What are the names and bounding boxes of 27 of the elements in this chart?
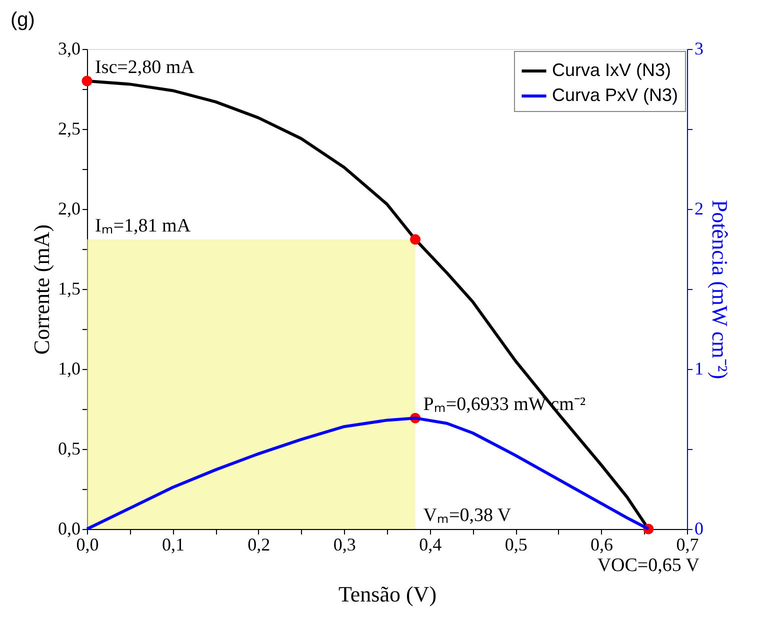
x-tick-label: 0,1 [162, 534, 184, 554]
point [82, 76, 92, 86]
legend-label: Curva IxV (N3) [552, 60, 672, 80]
annotation: VOC=0,65 V [597, 555, 700, 576]
y-tick-label: 1,5 [58, 278, 80, 298]
y-axis-title: Corrente (mA) [29, 224, 54, 355]
y-tick-label: 0,5 [58, 438, 80, 458]
x-tick-label: 0,2 [248, 534, 270, 554]
x-tick-label: 0,6 [590, 534, 614, 554]
y-tick-label: 1,0 [58, 358, 80, 378]
x-axis-title: Tensão (V) [338, 582, 437, 606]
y-tick-label: 2,0 [58, 198, 80, 218]
legend-label: Curva PxV (N3) [552, 85, 678, 105]
annotation: Iₘ=1,81 mA [95, 215, 191, 236]
y2-tick-label: 1 [694, 358, 704, 378]
point [410, 234, 421, 245]
annotation: Vₘ=0,38 V [423, 505, 512, 526]
y-tick-label: 2,5 [58, 118, 80, 138]
x-tick-label: 0,4 [419, 534, 442, 554]
y2-tick-label: 3 [694, 38, 704, 58]
y2-tick-label: 2 [694, 198, 704, 218]
chart-title: (g) [10, 9, 35, 31]
y2-axis-title: Potência (mW cm⁻²) [708, 200, 732, 380]
x-tick-label: 0,5 [504, 534, 528, 554]
annotation: Isc=2,80 mA [95, 57, 195, 78]
y-tick-label: 3,0 [58, 38, 80, 58]
x-tick-label: 0,3 [333, 534, 356, 554]
